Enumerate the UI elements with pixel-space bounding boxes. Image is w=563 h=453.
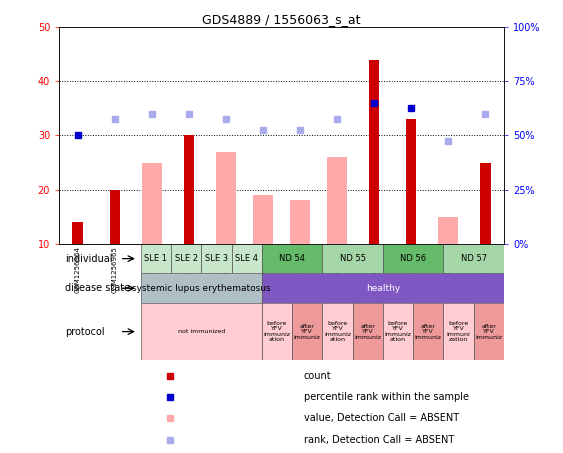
Bar	[202, 244, 231, 274]
Text: disease state: disease state	[65, 283, 130, 293]
Text: after
YFV
immuniz: after YFV immuniz	[294, 324, 321, 339]
Text: after
YFV
immuniz: after YFV immuniz	[415, 324, 442, 339]
Bar	[327, 157, 347, 244]
Text: individual: individual	[65, 254, 113, 264]
Bar	[323, 244, 383, 274]
Bar	[406, 119, 417, 244]
Bar	[438, 217, 458, 244]
Text: count: count	[304, 371, 332, 381]
Text: systemic lupus erythematosus: systemic lupus erythematosus	[132, 284, 271, 293]
Text: value, Detection Call = ABSENT: value, Detection Call = ABSENT	[304, 414, 459, 424]
Text: SLE 3: SLE 3	[205, 254, 228, 263]
Bar	[141, 244, 171, 274]
Text: before
YFV
immuni
zation: before YFV immuni zation	[446, 321, 470, 342]
Text: rank, Detection Call = ABSENT: rank, Detection Call = ABSENT	[304, 434, 454, 445]
Bar	[369, 60, 379, 244]
Bar	[262, 244, 323, 274]
Text: after
YFV
immuniz: after YFV immuniz	[354, 324, 381, 339]
Title: GDS4889 / 1556063_s_at: GDS4889 / 1556063_s_at	[202, 13, 361, 26]
Bar	[383, 303, 413, 360]
Bar	[290, 201, 310, 244]
Bar	[413, 303, 444, 360]
Bar	[141, 303, 262, 360]
Bar	[480, 163, 490, 244]
Text: SLE 4: SLE 4	[235, 254, 258, 263]
Text: healthy: healthy	[366, 284, 400, 293]
Bar	[171, 244, 202, 274]
Bar	[352, 303, 383, 360]
Bar	[383, 244, 444, 274]
Bar	[444, 244, 504, 274]
Text: after
YFV
immuniz: after YFV immuniz	[475, 324, 502, 339]
Text: before
YFV
immuniz
ation: before YFV immuniz ation	[385, 321, 412, 342]
Text: ND 55: ND 55	[339, 254, 365, 263]
Text: percentile rank within the sample: percentile rank within the sample	[304, 392, 469, 402]
Bar	[141, 274, 262, 303]
Text: not immunized: not immunized	[178, 329, 225, 334]
Bar	[444, 303, 473, 360]
Bar	[292, 303, 323, 360]
Bar	[216, 152, 236, 244]
Text: before
YFV
immuniz
ation: before YFV immuniz ation	[324, 321, 351, 342]
Text: ND 54: ND 54	[279, 254, 305, 263]
Bar	[231, 244, 262, 274]
Bar	[184, 135, 194, 244]
Text: before
YFV
immuniz
ation: before YFV immuniz ation	[263, 321, 291, 342]
Bar	[73, 222, 83, 244]
Text: ND 57: ND 57	[461, 254, 486, 263]
Bar	[253, 195, 273, 244]
Text: ND 56: ND 56	[400, 254, 426, 263]
Text: SLE 1: SLE 1	[145, 254, 167, 263]
Text: SLE 2: SLE 2	[175, 254, 198, 263]
Bar	[473, 303, 504, 360]
Bar	[323, 303, 352, 360]
Text: protocol: protocol	[65, 327, 105, 337]
Bar	[262, 274, 504, 303]
Bar	[141, 163, 162, 244]
Bar	[110, 190, 120, 244]
Bar	[262, 303, 292, 360]
